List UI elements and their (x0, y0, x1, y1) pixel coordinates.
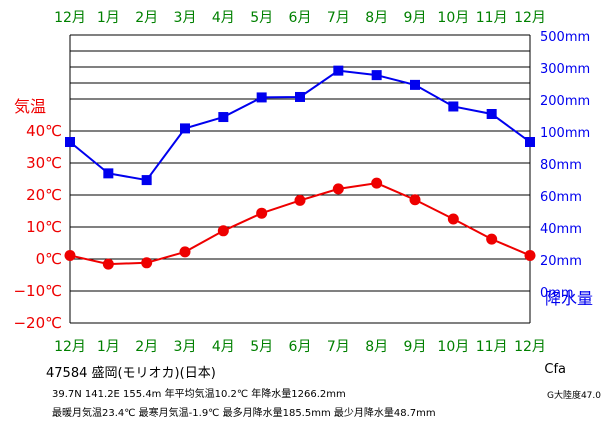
chart-axes (69, 35, 531, 323)
temperature-series (64, 177, 536, 270)
temperature-point (294, 194, 306, 206)
temperature-point (256, 207, 268, 219)
precipitation-point (295, 91, 305, 102)
temperature-point (486, 233, 498, 245)
month-labels-top: 12月 1月 2月 3月 4月 5月 6月 7月 8月 9月 10月 11月 12月 (54, 10, 546, 26)
temperature-point (409, 194, 421, 206)
month-label-top: 12月 (514, 10, 546, 26)
station-extremes-line: 最暖月気温23.4℃ 最寒月気温-1.9℃ 最多月降水量185.5mm 最少月降… (52, 408, 436, 419)
precipitation-point (65, 137, 75, 147)
month-label-top: 11月 (476, 10, 508, 26)
month-label-top: 10月 (437, 10, 469, 26)
precipitation-tick-label: 200mm (540, 94, 590, 109)
month-label-bottom: 12月 (514, 339, 546, 355)
precipitation-point (180, 123, 190, 134)
precipitation-point (486, 109, 497, 119)
precipitation-point (371, 70, 382, 81)
precipitation-point (256, 92, 267, 103)
temperature-point (524, 249, 536, 261)
precipitation-line (69, 69, 531, 182)
station-name: 47584 盛岡(モリオカ)(日本) (46, 366, 216, 381)
precipitation-axis-title: 降水量 (545, 289, 593, 308)
month-label-top: 1月 (97, 10, 120, 26)
month-label-bottom: 3月 (174, 339, 197, 355)
temperature-point (217, 225, 229, 237)
temperature-point (371, 177, 383, 189)
temperature-tick-label: 30℃ (26, 154, 62, 172)
precipitation-tick-labels: 500mm 300mm 200mm 100mm 80mm 60mm 40mm 20mm 0mm (540, 30, 590, 301)
temperature-point (141, 257, 153, 269)
precipitation-series (65, 65, 535, 186)
precipitation-point (333, 65, 344, 76)
month-label-bottom: 4月 (212, 339, 235, 355)
temperature-point (447, 213, 459, 225)
climate-classification: Cfa (544, 362, 566, 377)
precipitation-point (448, 101, 459, 112)
temperature-point (179, 246, 191, 258)
precipitation-point (218, 112, 229, 123)
month-label-bottom: 11月 (476, 339, 508, 355)
precipitation-tick-label: 300mm (540, 62, 590, 77)
precipitation-point (141, 175, 152, 186)
temperature-tick-label: 10℃ (26, 218, 62, 236)
precipitation-tick-label: 60mm (540, 190, 582, 205)
month-label-bottom: 8月 (365, 339, 388, 355)
temperature-tick-label: 20℃ (26, 186, 62, 204)
precipitation-tick-label: 0mm (540, 286, 574, 301)
precipitation-point (525, 137, 535, 147)
month-label-bottom: 6月 (289, 339, 312, 355)
month-label-top: 7月 (327, 10, 350, 26)
temperature-point (102, 258, 114, 270)
month-label-top: 5月 (250, 10, 273, 26)
month-label-top: 8月 (365, 10, 388, 26)
temperature-point (64, 249, 76, 261)
temperature-axis-title: 気温 (14, 97, 46, 116)
temperature-tick-labels: 40℃ 30℃ 20℃ 10℃ 0℃ −10℃ −20℃ (13, 122, 62, 332)
temperature-tick-label: 40℃ (26, 122, 62, 140)
precipitation-point (410, 79, 420, 90)
month-label-bottom: 10月 (437, 339, 469, 355)
month-label-bottom: 5月 (250, 339, 273, 355)
precipitation-tick-label: 80mm (540, 158, 582, 173)
month-label-top: 4月 (212, 10, 235, 26)
month-label-top: 9月 (404, 10, 427, 26)
month-label-top: 2月 (135, 10, 158, 26)
month-label-top: 6月 (289, 10, 312, 26)
precipitation-tick-label: 500mm (540, 30, 590, 45)
temperature-tick-label: −10℃ (13, 282, 62, 300)
month-label-bottom: 12月 (54, 339, 86, 355)
month-label-top: 12月 (54, 10, 86, 26)
continentality-index: G大陸度47.0 (546, 391, 601, 401)
precipitation-point (103, 168, 114, 179)
precipitation-tick-label: 100mm (540, 126, 590, 141)
station-stats-line: 39.7N 141.2E 155.4m 年平均気温10.2℃ 年降水量1266.… (52, 389, 346, 400)
month-labels-bottom: 12月 1月 2月 3月 4月 5月 6月 7月 8月 9月 10月 11月 12月 (54, 339, 546, 355)
temperature-tick-label: −20℃ (13, 314, 62, 332)
month-label-bottom: 9月 (404, 339, 427, 355)
precipitation-tick-label: 20mm (540, 254, 582, 269)
month-label-bottom: 1月 (97, 339, 120, 355)
month-label-bottom: 7月 (327, 339, 350, 355)
month-label-bottom: 2月 (135, 339, 158, 355)
temperature-tick-label: 0℃ (36, 250, 62, 268)
precipitation-tick-label: 40mm (540, 222, 582, 237)
temperature-point (332, 183, 344, 195)
month-label-top: 3月 (174, 10, 197, 26)
